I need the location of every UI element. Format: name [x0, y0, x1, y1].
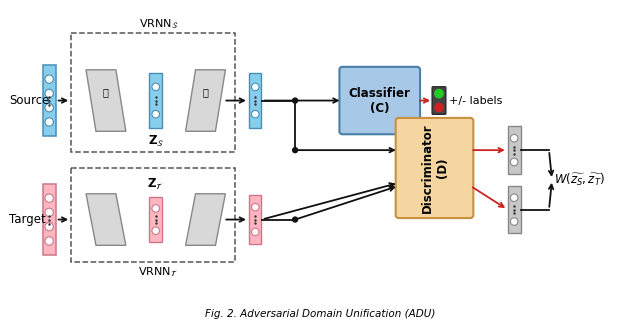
Bar [508, 126, 520, 174]
Bar [250, 195, 261, 244]
Circle shape [252, 111, 259, 118]
Circle shape [45, 75, 53, 83]
Circle shape [152, 111, 159, 118]
Text: $\mathrm{VRNN}_\mathcal{T}$: $\mathrm{VRNN}_\mathcal{T}$ [138, 265, 178, 279]
Circle shape [510, 218, 518, 225]
Circle shape [510, 158, 518, 166]
Bar [149, 197, 162, 242]
FancyBboxPatch shape [396, 118, 474, 218]
Bar [508, 186, 520, 233]
Circle shape [152, 83, 159, 91]
Bar [250, 73, 261, 128]
Polygon shape [186, 194, 225, 245]
Text: $\mathrm{VRNN}_\mathcal{S}$: $\mathrm{VRNN}_\mathcal{S}$ [138, 17, 178, 31]
Polygon shape [86, 194, 126, 245]
Circle shape [45, 118, 53, 126]
Text: +/- labels: +/- labels [449, 96, 502, 106]
Polygon shape [186, 70, 225, 131]
Text: Classifier
(C): Classifier (C) [349, 87, 411, 115]
Polygon shape [86, 70, 126, 131]
Circle shape [292, 98, 298, 103]
Circle shape [292, 148, 298, 153]
Circle shape [45, 89, 53, 98]
Circle shape [152, 227, 159, 234]
Circle shape [435, 103, 443, 112]
Text: Source: Source [10, 94, 50, 107]
Circle shape [45, 194, 53, 202]
Circle shape [252, 228, 259, 236]
Circle shape [510, 194, 518, 202]
Circle shape [45, 104, 53, 112]
Text: $W(\widetilde{z_S},\widetilde{z_T})$: $W(\widetilde{z_S},\widetilde{z_T})$ [554, 172, 605, 188]
Circle shape [45, 208, 53, 216]
Bar [43, 184, 56, 255]
Circle shape [292, 217, 298, 222]
Circle shape [252, 204, 259, 211]
Bar [71, 33, 236, 152]
Circle shape [510, 134, 518, 142]
FancyBboxPatch shape [432, 87, 446, 115]
Circle shape [152, 205, 159, 212]
Bar [149, 73, 162, 128]
Bar [43, 65, 56, 136]
Text: Target: Target [10, 213, 46, 226]
Circle shape [252, 83, 259, 91]
Text: $\mathbf{Z}_\mathcal{T}$: $\mathbf{Z}_\mathcal{T}$ [147, 177, 164, 192]
Text: 🔒: 🔒 [203, 88, 209, 98]
Text: Discriminator
(D): Discriminator (D) [420, 123, 449, 213]
Text: $\mathbf{Z}_\mathcal{S}$: $\mathbf{Z}_\mathcal{S}$ [148, 134, 164, 149]
Circle shape [45, 222, 53, 231]
Text: Fig. 2. Adversarial Domain Unification (ADU): Fig. 2. Adversarial Domain Unification (… [205, 309, 435, 319]
Circle shape [45, 237, 53, 245]
Circle shape [435, 89, 443, 98]
Text: 🔒: 🔒 [103, 88, 109, 98]
Bar [71, 168, 236, 262]
FancyBboxPatch shape [339, 67, 420, 134]
